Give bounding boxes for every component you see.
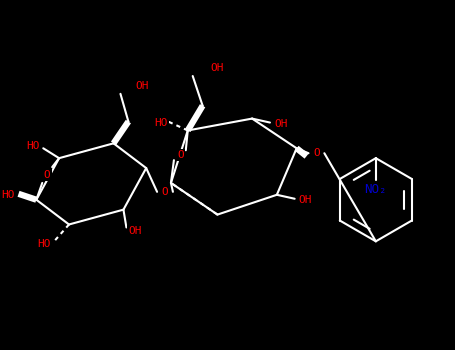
Text: HO: HO [154, 118, 168, 127]
Text: OH: OH [298, 195, 312, 205]
Text: OH: OH [274, 119, 288, 128]
Text: O: O [44, 170, 51, 180]
Text: OH: OH [211, 63, 224, 73]
Text: HO: HO [26, 141, 39, 151]
Text: OH: OH [135, 81, 149, 91]
Text: O: O [313, 148, 320, 158]
Text: HO: HO [1, 190, 15, 200]
Text: NO₂: NO₂ [364, 183, 387, 196]
Text: OH: OH [128, 226, 142, 236]
Text: HO: HO [38, 239, 51, 249]
Text: O: O [162, 187, 168, 197]
Text: O: O [177, 150, 184, 160]
